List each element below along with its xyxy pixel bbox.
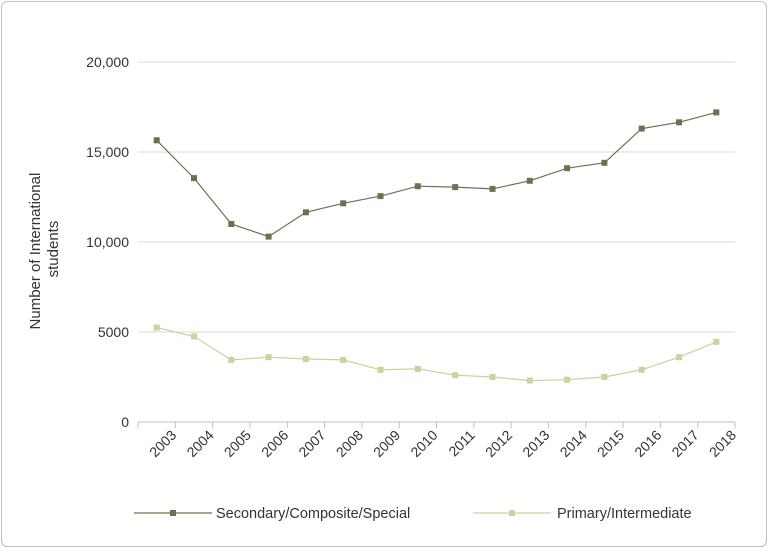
legend-marker bbox=[170, 510, 176, 516]
data-point bbox=[713, 109, 720, 116]
data-point bbox=[265, 354, 272, 361]
data-point bbox=[564, 165, 571, 172]
legend: Secondary/Composite/Special Primary/Inter… bbox=[134, 506, 692, 522]
x-tick-label: 2007 bbox=[295, 427, 328, 460]
data-point bbox=[526, 177, 533, 184]
data-point bbox=[377, 193, 384, 200]
y-axis-title-line-2: students bbox=[45, 221, 62, 278]
x-tick-label: 2003 bbox=[146, 427, 179, 460]
data-point bbox=[489, 185, 496, 192]
x-tick-label: 2012 bbox=[482, 427, 515, 460]
series-2 bbox=[153, 324, 720, 384]
data-point bbox=[377, 366, 384, 373]
data-point bbox=[452, 372, 459, 379]
data-point bbox=[414, 183, 421, 190]
x-tick-label: 2010 bbox=[407, 427, 440, 460]
x-tick-label: 2009 bbox=[370, 427, 403, 460]
data-point bbox=[340, 356, 347, 363]
y-axis-title: Number of International students bbox=[27, 169, 62, 330]
data-point bbox=[638, 125, 645, 132]
series-line bbox=[156, 111, 717, 238]
legend-marker bbox=[509, 510, 515, 516]
data-point bbox=[601, 159, 608, 166]
x-axis bbox=[137, 421, 736, 428]
data-point bbox=[191, 333, 197, 340]
x-tick-label: 2011 bbox=[445, 427, 478, 460]
y-tick-label: 15,000 bbox=[86, 144, 129, 160]
y-tick-labels: 0 5000 10,000 15,000 20,000 bbox=[86, 54, 129, 430]
series-line bbox=[156, 326, 717, 382]
data-point bbox=[564, 376, 571, 383]
data-point bbox=[265, 233, 272, 240]
legend-item: Secondary/Composite/Special bbox=[134, 506, 410, 522]
x-tick-label: 2018 bbox=[706, 427, 739, 460]
x-tick-labels: 2003 2004 2005 2006 2007 2008 2009 2010 2011 2012… bbox=[146, 427, 739, 460]
data-point bbox=[489, 374, 496, 380]
data-point bbox=[601, 374, 608, 380]
series-group bbox=[153, 109, 720, 384]
x-tick-label: 2016 bbox=[631, 427, 664, 460]
data-point bbox=[526, 377, 533, 384]
data-point bbox=[191, 175, 197, 182]
x-tick-label: 2017 bbox=[668, 427, 701, 460]
series-1 bbox=[153, 109, 720, 240]
legend-label: Primary/Intermediate bbox=[557, 506, 692, 522]
data-point bbox=[302, 356, 309, 362]
gridlines bbox=[138, 61, 735, 333]
x-tick-label: 2014 bbox=[557, 427, 590, 460]
legend-item: Primary/Intermediate bbox=[473, 506, 692, 522]
y-tick-label: 20,000 bbox=[86, 54, 129, 70]
y-tick-label: 10,000 bbox=[86, 234, 129, 250]
x-tick-label: 2013 bbox=[519, 427, 552, 460]
x-tick-label: 2008 bbox=[333, 427, 366, 460]
y-axis-title-line-1: Number of International bbox=[27, 173, 44, 330]
legend-label: Secondary/Composite/Special bbox=[216, 506, 410, 522]
data-point bbox=[228, 356, 235, 363]
data-point bbox=[153, 324, 160, 331]
data-point bbox=[228, 221, 235, 227]
x-tick-label: 2006 bbox=[258, 427, 291, 460]
x-tick-label: 2005 bbox=[221, 427, 254, 460]
data-point bbox=[153, 137, 160, 144]
y-tick-label: 0 bbox=[121, 414, 129, 430]
x-tick-label: 2015 bbox=[594, 427, 627, 460]
y-tick-label: 5000 bbox=[98, 324, 129, 340]
x-tick-label: 2004 bbox=[183, 427, 216, 460]
data-point bbox=[638, 366, 645, 373]
data-point bbox=[676, 119, 682, 126]
data-point bbox=[713, 338, 720, 345]
data-point bbox=[302, 209, 309, 216]
data-point bbox=[676, 354, 682, 361]
data-point bbox=[414, 365, 421, 372]
data-point bbox=[340, 200, 347, 207]
data-point bbox=[452, 184, 459, 191]
